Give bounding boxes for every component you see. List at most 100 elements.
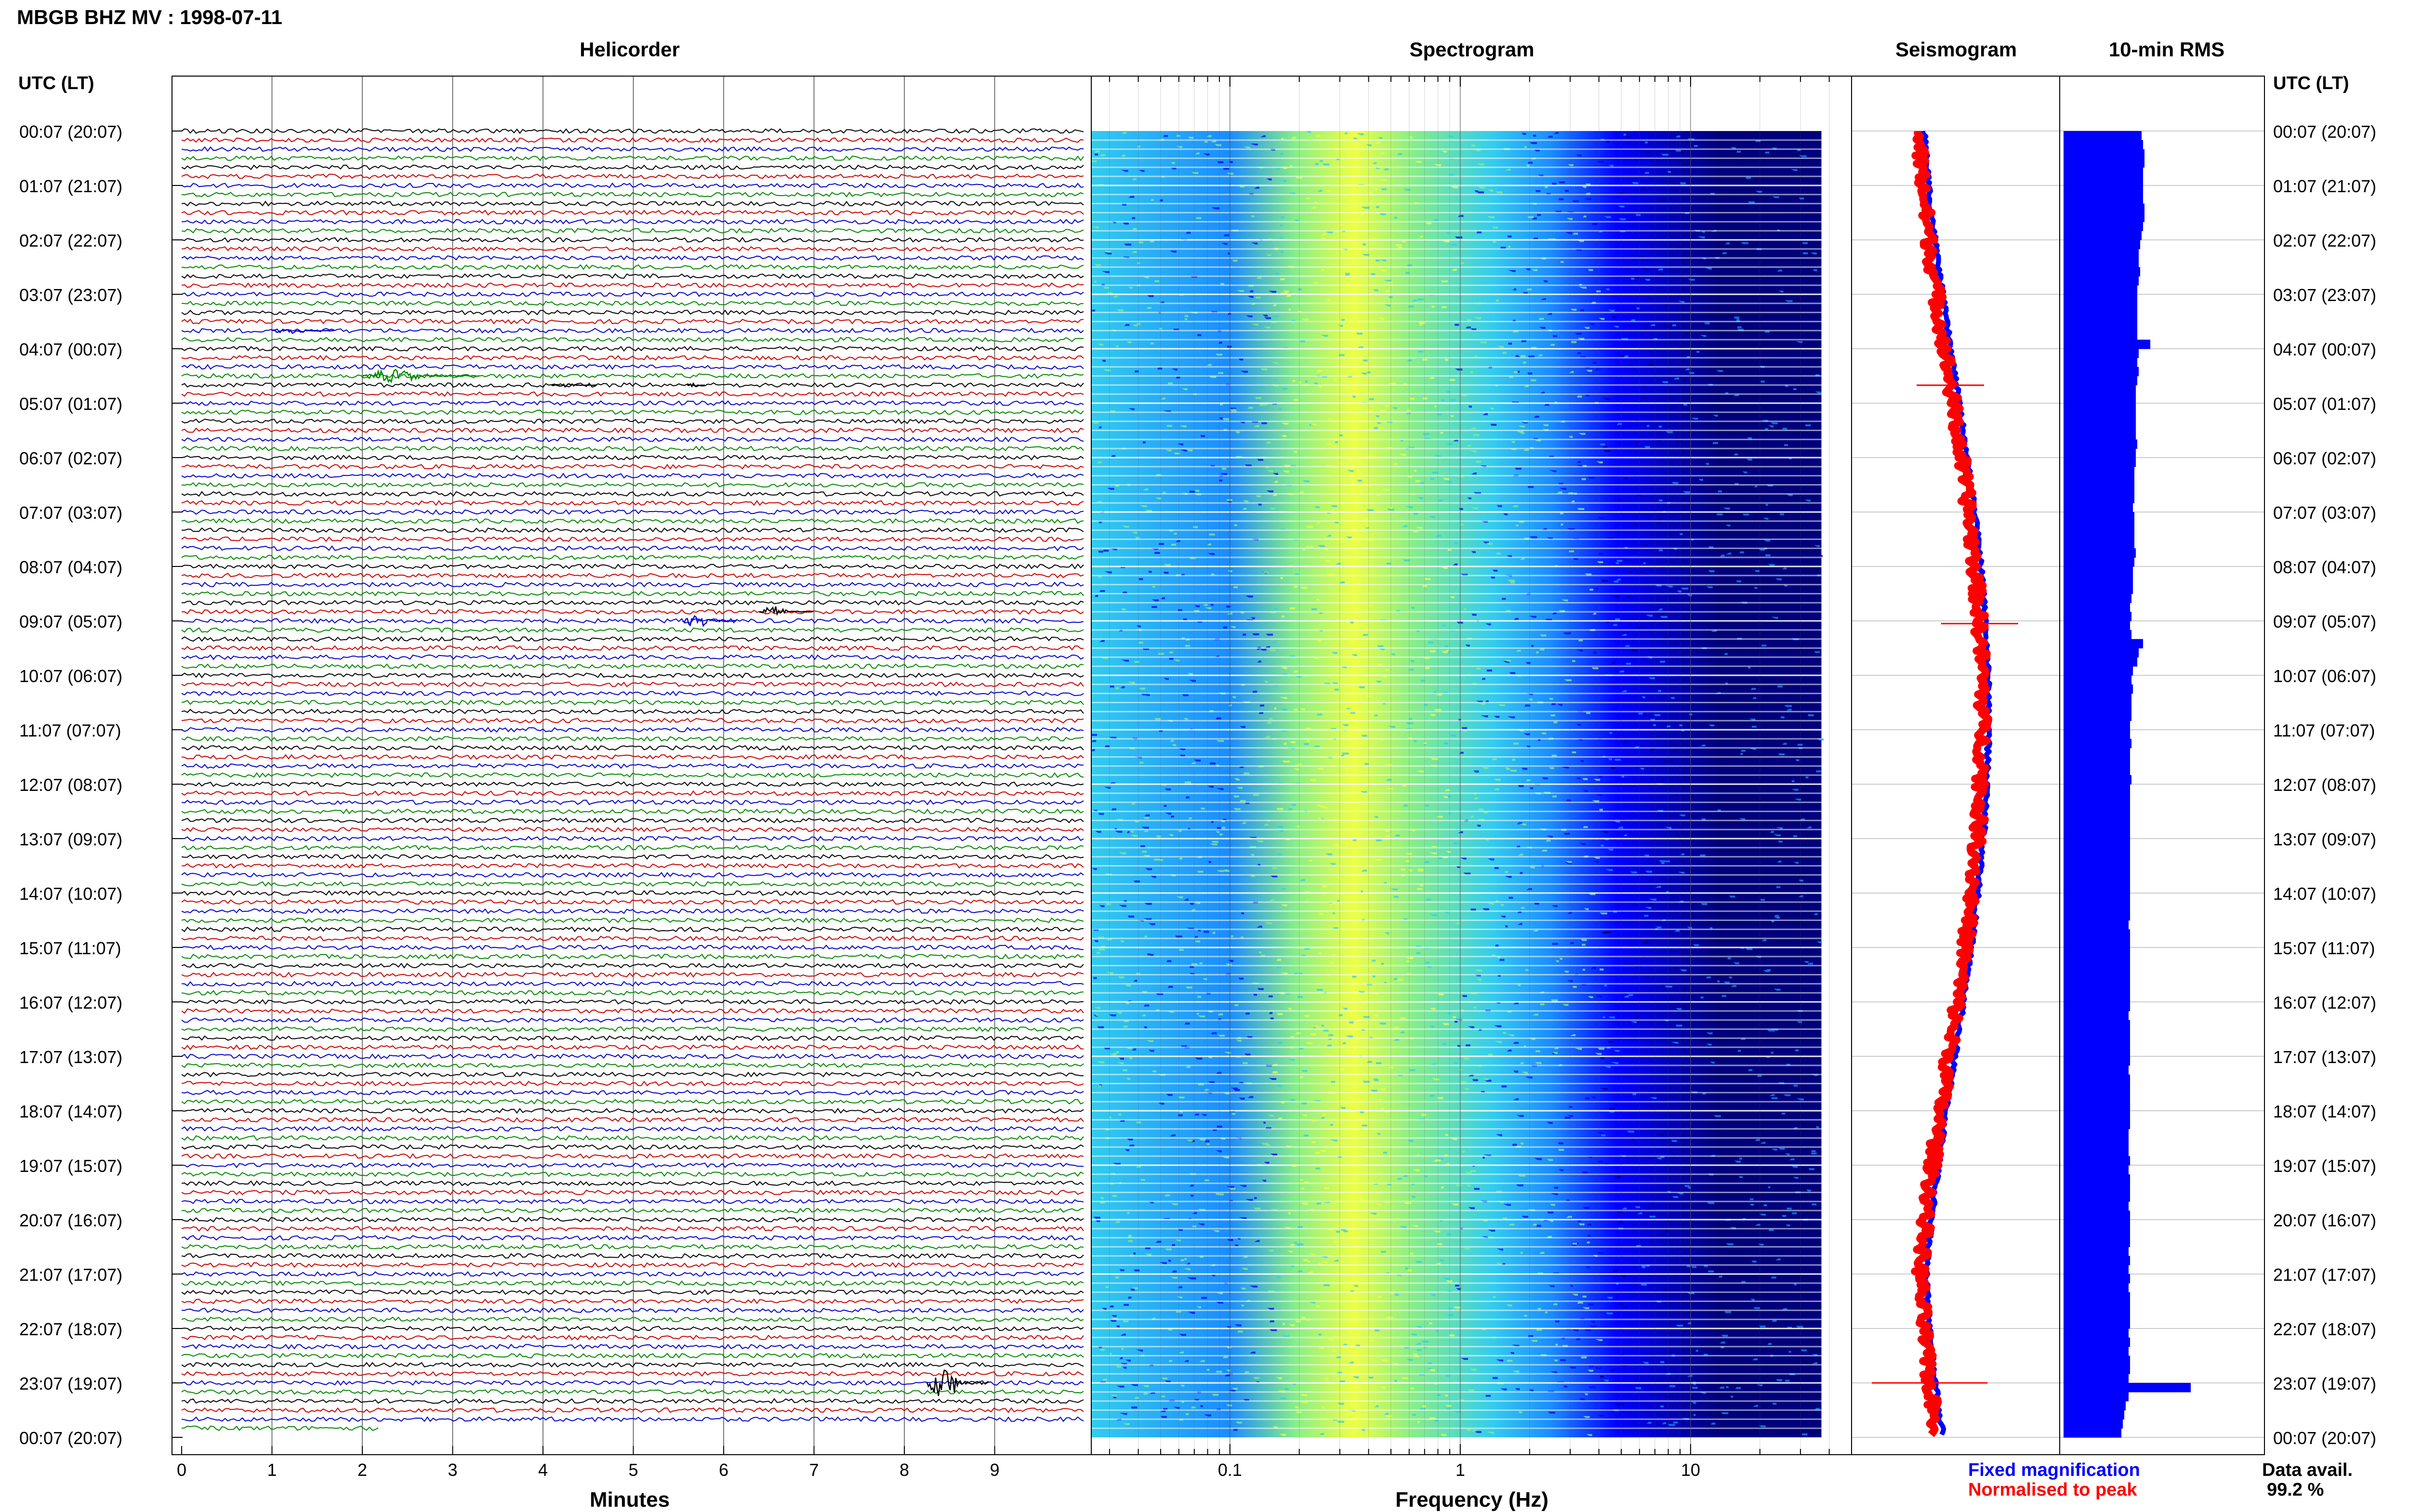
row-label-left: 22:07 (18:07) [19,1319,122,1339]
rms-title: 10-min RMS [2109,38,2224,61]
rms-bar [2064,240,2140,250]
helicorder-trace [181,210,1084,216]
rms-bar [2064,902,2130,912]
rms-bar [2064,829,2130,839]
helicorder-trace [181,446,1084,451]
helicorder-trace [181,1117,1084,1123]
spectrogram-row-gap [1091,892,1822,894]
helicorder-trace [181,1353,1084,1359]
helicorder-trace [181,1035,1084,1041]
row-label-left: 02:07 (22:07) [19,231,122,250]
spectrogram-row-gap [1091,1337,1822,1339]
spectrogram-row-gap [1091,747,1822,749]
rms-bar [2064,1147,2129,1157]
helicorder-trace [181,1144,1084,1150]
spectrogram-row-gap [1091,447,1822,449]
row-label-right: 13:07 (09:07) [2273,829,2376,849]
helicorder-trace [181,672,1084,679]
spectrogram-row-gap [1091,421,1822,422]
spectrogram-row-gap [1091,720,1822,722]
spectrogram-row-gap [1091,1301,1822,1302]
seismogram-title: Seismogram [1895,38,2017,61]
helicorder-trace [181,309,1084,316]
spectrogram-row-gap [1091,1128,1822,1130]
rms-bar [2064,584,2133,594]
helicorder-tick-label: 3 [448,1460,457,1480]
helicorder-trace [182,219,1084,225]
helicorder-trace [181,1407,1084,1413]
spectrogram-row-gap [1091,1355,1822,1356]
helicorder-trace [182,835,1084,841]
rms-bar [2064,285,2137,295]
spectrogram-row-gap [1091,974,1822,975]
helicorder-trace [181,736,1084,742]
spectrogram-row-gap [1091,838,1822,840]
helicorder-trace [181,1053,1084,1059]
row-label-left: 03:07 (23:07) [19,285,122,305]
rms-bar [2064,494,2134,503]
rms-bar [2064,458,2136,467]
spectrogram-row-gap [1091,874,1822,876]
spectrogram-row-gap [1091,411,1822,413]
spectrogram-row-gap [1091,366,1822,368]
rms-bar [2064,738,2131,749]
helicorder-trace [181,844,1084,851]
helicorder-trace [181,926,1084,933]
spectrogram-row-gap [1091,774,1822,776]
helicorder-trace [181,1208,1084,1214]
helicorder-trace [181,1289,1084,1295]
row-label-right: 00:07 (20:07) [2273,1428,2376,1448]
spectrogram-row-gap [1091,1291,1822,1293]
rms-bar [2064,312,2137,322]
rms-bar [2064,349,2139,358]
helicorder-trace [181,509,1084,515]
rms-bar [2064,811,2130,821]
helicorder-trace [181,455,1084,461]
row-label-left: 17:07 (13:07) [19,1047,122,1067]
rms-bar [2064,721,2130,730]
spectrogram-row-gap [1091,693,1822,695]
spectrogram-row-gap [1091,1237,1822,1239]
rms-bar [2064,367,2139,377]
rms-bar [2064,866,2130,875]
spectrogram-row-gap [1091,239,1822,241]
rms-bar [2064,1092,2130,1102]
rms-bar [2064,149,2144,159]
helicorder-trace [181,881,1084,887]
helicorder-trace [181,1008,1084,1014]
spectrogram-panel [1090,76,1852,1455]
helicorder-trace [181,246,1084,252]
helicorder-trace [181,645,1084,651]
helicorder-trace [181,518,1084,524]
helicorder-trace [181,890,1084,896]
helicorder-trace [181,391,1084,397]
spectrogram-row-gap [1091,665,1822,667]
spectrogram-row-gap [1091,1037,1822,1039]
spectrogram-row-gap [1091,230,1822,232]
spectrogram-row-gap [1091,956,1822,958]
spectrogram-row-gap [1091,647,1822,649]
rms-bar [2064,566,2133,576]
rms-bar [2064,1083,2130,1093]
spectrogram-row-gap [1091,1364,1822,1366]
spectrogram-row-gap [1091,1427,1822,1429]
helicorder-trace [181,772,1084,778]
spectrogram-row-gap [1091,1101,1822,1103]
spectrogram-row-gap [1091,565,1822,567]
rms-bar [2064,639,2143,649]
spectrogram-row-gap [1091,203,1822,205]
spectrogram-row-gap [1091,792,1822,794]
rms-bar [2064,475,2134,486]
helicorder-trace [181,1262,1084,1268]
spectrogram-row-gap [1091,248,1822,250]
helicorder-trace [181,799,1084,805]
row-label-right: 01:07 (21:07) [2273,176,2376,196]
spectrogram-row-gap [1091,1083,1822,1084]
rms-bar [2064,1020,2130,1030]
rms-bar [2064,1292,2130,1302]
rms-bar [2064,929,2130,939]
helicorder-trace [181,1280,1084,1286]
helicorder-trace [181,981,1084,987]
helicorder-trace [181,636,1084,642]
helicorder-trace [181,373,1084,379]
